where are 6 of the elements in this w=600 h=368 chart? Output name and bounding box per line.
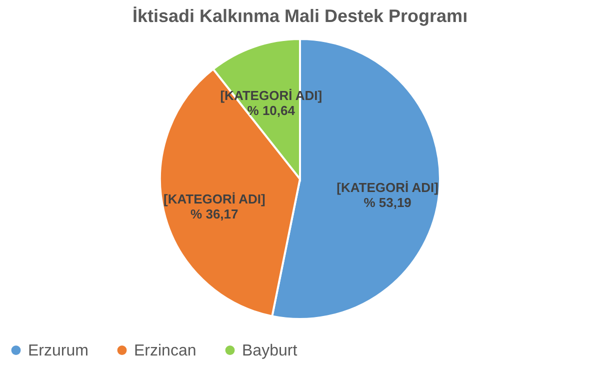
legend-label: Bayburt — [242, 342, 298, 360]
data-label: [KATEGORİ ADI] % 53,19 — [336, 180, 438, 210]
legend-label: Erzurum — [28, 342, 88, 360]
chart-title: İktisadi Kalkınma Mali Destek Programı — [132, 6, 468, 26]
legend-label: Erzincan — [134, 342, 196, 360]
data-label: [KATEGORİ ADI] % 36,17 — [163, 191, 266, 222]
